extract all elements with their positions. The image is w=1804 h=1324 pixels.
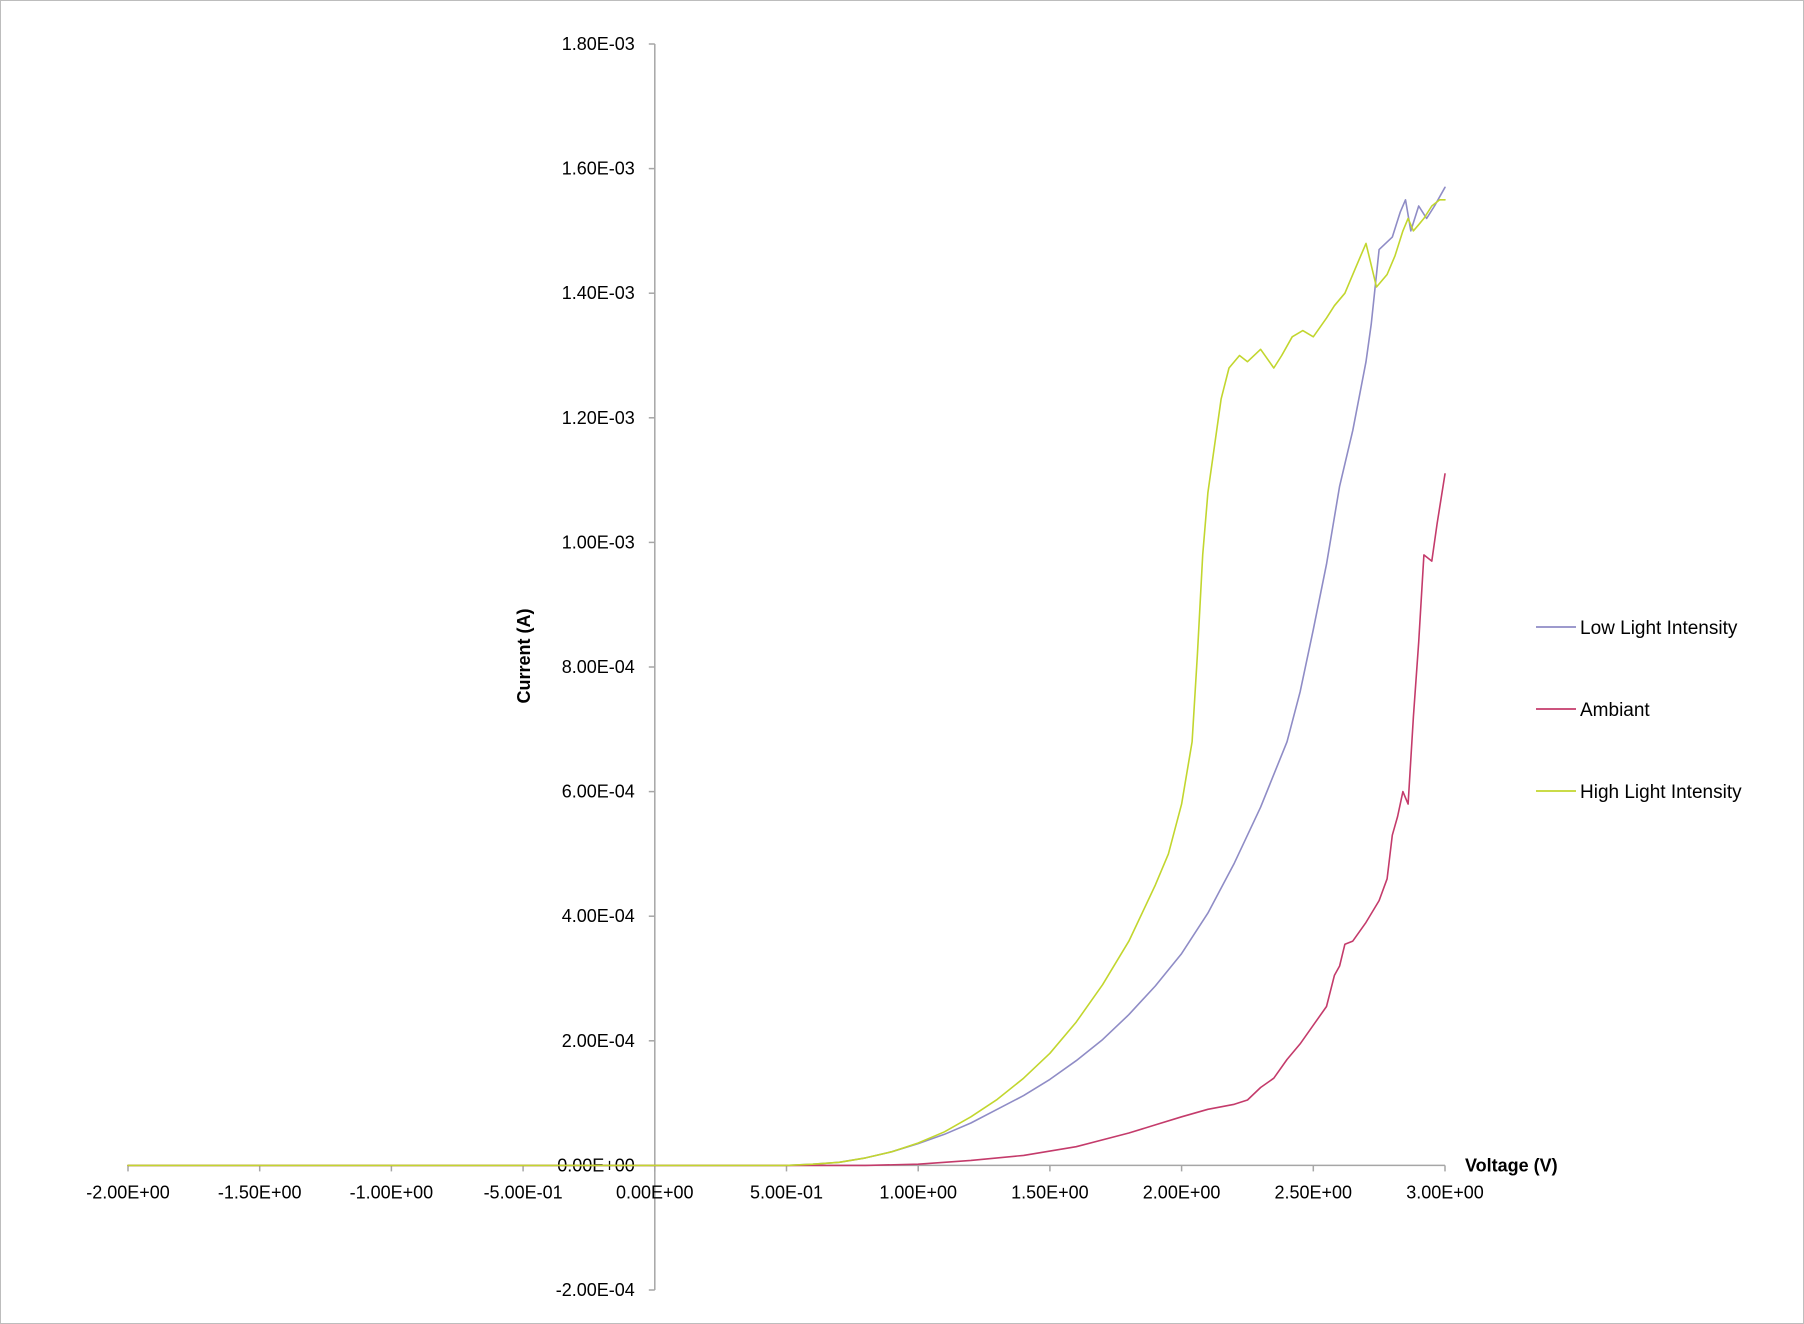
series-line-low-light-intensity (127, 186, 1446, 1167)
legend-label: Low Light Intensity (1580, 618, 1738, 639)
x-tick-label: 1.50E+00 (1011, 1182, 1089, 1202)
y-tick-label: 6.00E-04 (562, 782, 635, 802)
legend-label: High Light Intensity (1580, 782, 1742, 803)
legend: Low Light Intensity Ambiant High Light Int… (1536, 618, 1742, 803)
x-tick-label: 2.50E+00 (1275, 1182, 1353, 1202)
y-tick-label: 1.20E-03 (562, 408, 635, 428)
y-tick-label: 8.00E-04 (562, 657, 635, 677)
x-tick-label: 5.00E-01 (750, 1182, 823, 1202)
y-tick-label: 1.00E-03 (562, 532, 635, 552)
y-tick-label: 4.00E-04 (562, 906, 635, 926)
x-tick-label: 3.00E+00 (1406, 1182, 1484, 1202)
y-tick-label: 1.40E-03 (562, 283, 635, 303)
x-tick-label: 0.00E+00 (616, 1182, 694, 1202)
x-tick-label: -1.50E+00 (218, 1182, 302, 1202)
y-tick-label: -2.00E-04 (556, 1280, 635, 1300)
y-axis-title: Current (A) (514, 609, 534, 704)
series-line-high-light-intensity (127, 199, 1446, 1167)
legend-label: Ambiant (1580, 700, 1650, 721)
x-axis-title: Voltage (V) (1465, 1155, 1558, 1175)
series-line-ambiant (127, 473, 1446, 1167)
y-tick-label: 2.00E-04 (562, 1031, 635, 1051)
x-tick-label: -2.00E+00 (86, 1182, 170, 1202)
x-tick-label: 1.00E+00 (879, 1182, 957, 1202)
x-tick-label: 2.00E+00 (1143, 1182, 1221, 1202)
y-tick-label: 1.80E-03 (562, 34, 635, 54)
x-tick-label: -5.00E-01 (484, 1182, 563, 1202)
y-tick-label: 1.60E-03 (562, 159, 635, 179)
series-lines (127, 186, 1446, 1167)
axes: -2.00E-04 0.00E+00 2.00E-04 4.00E-04 6.00E-0… (86, 34, 1484, 1300)
axis-labels: Voltage (V) Current (A) (514, 609, 1558, 1176)
x-tick-label: -1.00E+00 (350, 1182, 434, 1202)
